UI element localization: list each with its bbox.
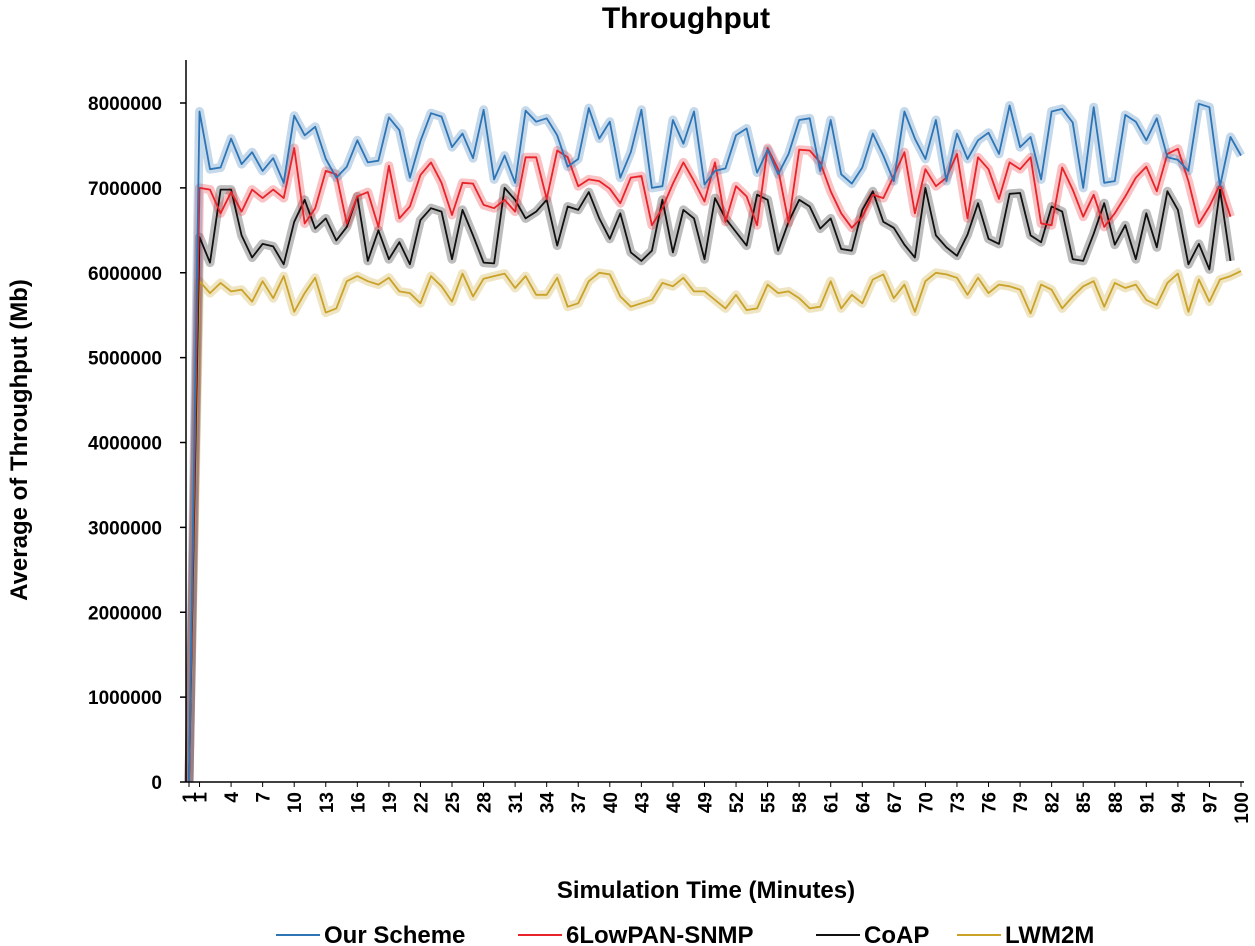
x-tick-label: 1 xyxy=(180,792,201,803)
x-tick-label: 40 xyxy=(601,792,622,813)
x-tick-label: 100 xyxy=(1232,792,1253,824)
x-tick-label: 25 xyxy=(443,792,464,814)
series-line-6lowpan-snmp xyxy=(188,147,1232,783)
x-tick-label: 4 xyxy=(222,792,243,803)
x-tick-label: 73 xyxy=(948,792,969,813)
y-tick-label: 5000000 xyxy=(88,349,162,370)
x-tick-label: 52 xyxy=(727,792,748,813)
x-tick-label: 7 xyxy=(254,792,275,803)
x-tick-label: 76 xyxy=(980,792,1001,813)
x-tick-label: 64 xyxy=(853,792,874,814)
x-axis-label: Simulation Time (Minutes) xyxy=(557,877,855,904)
x-tick-label: 16 xyxy=(348,792,369,813)
y-tick-label: 4000000 xyxy=(88,434,162,455)
x-tick-label: 82 xyxy=(1043,792,1064,813)
legend-label-coap: CoAP xyxy=(864,922,929,946)
x-tick-label: 94 xyxy=(1169,792,1190,814)
series-line-lwm2m xyxy=(188,270,1242,783)
x-tick-label: 13 xyxy=(317,792,338,813)
series-glow-lwm2m xyxy=(184,267,1243,783)
x-tick-label: 85 xyxy=(1074,792,1095,814)
y-tick-label: 7000000 xyxy=(88,179,162,200)
series-glow-layer xyxy=(184,99,1245,783)
legend-label-our-scheme: Our Scheme xyxy=(324,922,465,946)
y-tick-label: 8000000 xyxy=(88,94,162,115)
x-tick-label: 19 xyxy=(380,792,401,813)
legend-label-6lowpan-snmp: 6LowPAN-SNMP xyxy=(566,922,754,946)
y-tick-label: 2000000 xyxy=(88,603,162,624)
y-tick-label: 6000000 xyxy=(88,264,162,285)
x-tick-label: 55 xyxy=(759,792,780,814)
y-tick-label: 0 xyxy=(151,773,162,794)
x-axis-ticks: 11 4 7 10 13 16 19 22 25 28 31 34 37 40 43 46 49 52 55 58 61… xyxy=(180,782,1253,824)
x-tick-label: 1 xyxy=(191,792,212,803)
x-tick-label: 43 xyxy=(632,792,653,813)
x-tick-label: 61 xyxy=(822,792,843,814)
x-tick-label: 34 xyxy=(538,792,559,814)
y-axis-ticks: 0 1000000 2000000 3000000 4000000 5000000 6000… xyxy=(88,94,186,794)
legend-label-lwm2m: LWM2M xyxy=(1005,922,1094,946)
x-tick-label: 67 xyxy=(885,792,906,813)
x-tick-label: 70 xyxy=(916,792,937,813)
x-tick-label: 79 xyxy=(1011,792,1032,813)
series-layer xyxy=(188,102,1242,783)
series-line-coap xyxy=(188,186,1232,783)
x-tick-label: 49 xyxy=(695,792,716,813)
y-tick-label: 3000000 xyxy=(88,518,162,539)
series-line-our-scheme xyxy=(188,102,1242,783)
x-tick-label: 46 xyxy=(664,792,685,813)
x-tick-label: 37 xyxy=(569,792,590,813)
x-tick-label: 10 xyxy=(285,792,306,813)
y-tick-label: 1000000 xyxy=(88,688,162,709)
x-tick-label: 97 xyxy=(1200,792,1221,813)
chart-title: Throughput xyxy=(602,2,770,35)
x-tick-label: 31 xyxy=(506,792,527,814)
x-tick-label: 22 xyxy=(411,792,432,813)
x-tick-label: 91 xyxy=(1137,792,1158,814)
x-tick-label: 88 xyxy=(1106,792,1127,813)
x-tick-label: 58 xyxy=(790,792,811,813)
chart-legend: Our Scheme 6LowPAN-SNMP CoAP LWM2M xyxy=(276,922,1094,946)
x-tick-label: 28 xyxy=(475,792,496,813)
y-axis-label: Average of Throughput (Mb) xyxy=(6,279,33,601)
